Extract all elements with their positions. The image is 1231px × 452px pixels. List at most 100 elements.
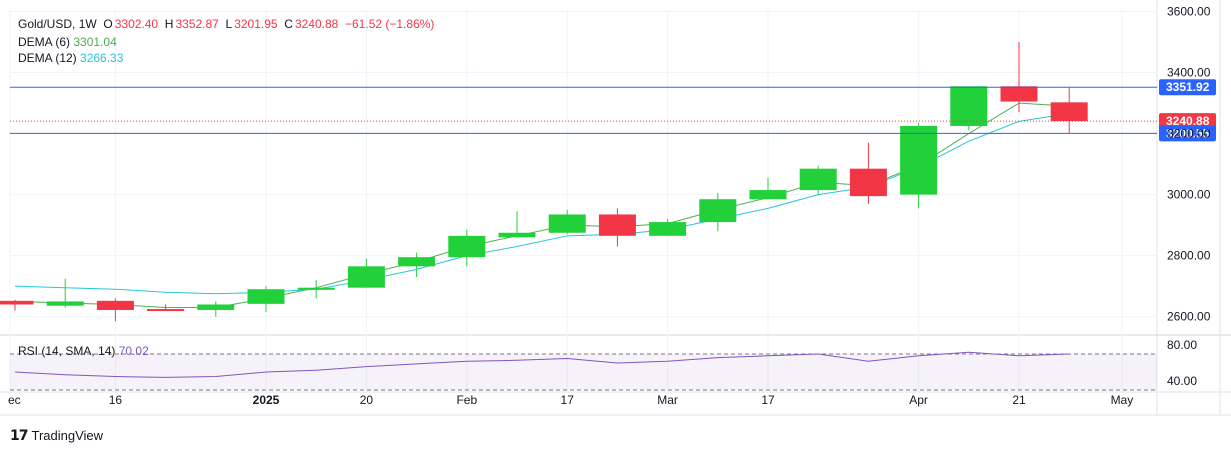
time-tick-label: Feb <box>456 393 477 407</box>
candle-body <box>849 168 887 197</box>
time-tick-label: 16 <box>109 393 123 407</box>
rsi-legend[interactable]: RSI (14, SMA, 14) 70.02 <box>18 344 149 358</box>
candles[interactable] <box>0 42 1088 322</box>
candle <box>950 86 988 131</box>
rsi-pane <box>10 351 1157 391</box>
high-key: H <box>164 17 174 31</box>
rsi-value: 70.02 <box>118 344 149 358</box>
candle-body <box>598 214 636 236</box>
candle-body <box>1000 86 1038 102</box>
candle-body <box>398 257 436 267</box>
rsi-band <box>10 354 1157 390</box>
candle-body <box>498 232 536 238</box>
low-value: 3201.95 <box>234 17 278 31</box>
candle <box>1000 42 1038 113</box>
rsi-label: RSI (14, SMA, 14) <box>18 344 116 358</box>
candle-body <box>649 222 687 236</box>
candle-body <box>799 168 837 191</box>
candle-body <box>699 199 737 223</box>
time-tick-label: 17 <box>561 393 575 407</box>
open-value: 3302.40 <box>114 17 159 31</box>
tradingview-logo[interactable]: 𝟭𝟳 TradingView <box>10 427 103 444</box>
candle <box>699 193 737 232</box>
price-tick-label: 3400.00 <box>1167 66 1211 80</box>
time-tick-label: 17 <box>761 393 775 407</box>
candle <box>197 301 235 317</box>
low-key: L <box>225 17 233 31</box>
candle <box>46 278 84 308</box>
price-tick-label: 2800.00 <box>1167 249 1211 263</box>
price-label-text: 3351.92 <box>1166 80 1210 94</box>
time-tick-label: 20 <box>360 393 374 407</box>
candle <box>649 219 687 236</box>
dema6-legend[interactable]: DEMA (6) 3301.04 <box>18 35 117 50</box>
candle-body <box>950 86 988 126</box>
dema12-value: 3266.33 <box>80 51 124 65</box>
dema-lines <box>14 102 1070 309</box>
dema12-label: DEMA (12) <box>18 51 77 65</box>
high-value: 3352.87 <box>175 17 219 31</box>
candle-body <box>0 300 34 305</box>
candle <box>96 298 134 322</box>
candle <box>448 229 486 267</box>
price-label-text: 3200.55 <box>1166 126 1210 140</box>
candle <box>799 165 837 195</box>
interval-label: 1W <box>78 17 97 31</box>
price-tick-label: 3200.00 <box>1167 127 1211 141</box>
candle-body <box>448 235 486 258</box>
open-key: O <box>103 17 113 31</box>
ohlc-legend: Gold/USD, 1W O 3302.40 H 3352.87 L 3201.95 … <box>18 17 435 31</box>
candle-body <box>347 266 385 288</box>
candle <box>297 280 335 299</box>
price-tick-label: 3600.00 <box>1167 5 1211 19</box>
symbol-label: Gold/USD <box>18 17 73 31</box>
candle <box>849 142 887 204</box>
candle-body <box>247 289 285 304</box>
candle <box>347 258 385 288</box>
price-label-tag <box>1159 113 1216 130</box>
candle <box>548 209 586 235</box>
time-tick-label: ec <box>8 393 21 407</box>
dema6-label: DEMA (6) <box>18 35 71 49</box>
candle <box>147 304 185 312</box>
candle <box>398 252 436 278</box>
time-tick-label: 21 <box>1012 393 1026 407</box>
close-value: 3240.88 <box>294 17 339 31</box>
time-tick-label: Mar <box>657 393 678 407</box>
price-tick-label: 2600.00 <box>1167 310 1211 324</box>
close-key: C <box>284 17 293 31</box>
candle-body <box>147 309 185 312</box>
dema12-legend[interactable]: DEMA (12) 3266.33 <box>18 51 123 66</box>
dema6-value: 3301.04 <box>73 35 117 49</box>
candle-body <box>197 304 235 310</box>
candle <box>900 122 938 209</box>
price-label-text: 3240.88 <box>1166 114 1210 128</box>
rsi-line <box>14 351 1070 378</box>
candle <box>749 177 787 200</box>
candle <box>247 286 285 313</box>
change-value: −61.52 (−1.86%) <box>345 17 435 31</box>
candle-body <box>96 300 134 310</box>
rsi-tick-label: 40.00 <box>1167 374 1197 388</box>
price-tick-label: 3000.00 <box>1167 188 1211 202</box>
time-tick-label: May <box>1111 393 1134 407</box>
time-tick-label: Apr <box>909 393 928 407</box>
candle-body <box>900 125 938 195</box>
dema12-line <box>14 112 1070 295</box>
candle-body <box>1050 102 1088 122</box>
candle-body <box>548 214 586 233</box>
candle <box>1050 86 1088 133</box>
tradingview-logo-icon: 𝟭𝟳 <box>10 427 29 443</box>
candle <box>0 299 34 311</box>
candle-body <box>749 190 787 200</box>
tradingview-logo-text: TradingView <box>31 428 104 443</box>
candle <box>598 208 636 247</box>
candle-body <box>297 287 335 290</box>
price-label-tag <box>1159 79 1216 96</box>
dema6-line <box>14 102 1070 309</box>
axes: 3600.00 3400.00 3200.00 3000.00 2800.00 2600.… <box>8 5 1211 407</box>
time-tick-label: 2025 <box>253 393 280 407</box>
candle-body <box>46 301 84 306</box>
